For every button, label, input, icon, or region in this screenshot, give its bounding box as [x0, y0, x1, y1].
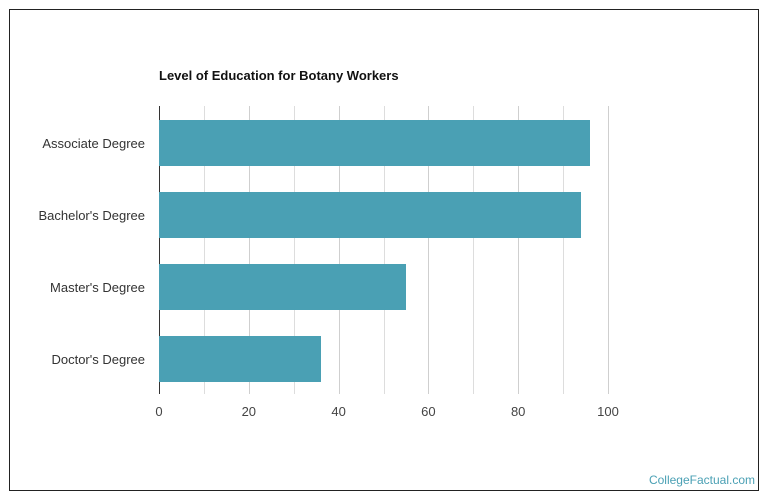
category-label: Doctor's Degree — [51, 352, 145, 367]
bar[interactable] — [159, 336, 321, 382]
credit-link[interactable]: CollegeFactual.com — [648, 473, 755, 487]
category-label: Associate Degree — [42, 136, 145, 151]
category-label: Master's Degree — [50, 280, 145, 295]
gridline — [473, 106, 475, 394]
y-axis-line — [159, 106, 160, 394]
gridline — [203, 106, 205, 394]
bar[interactable] — [159, 264, 406, 310]
chart-title: Level of Education for Botany Workers — [159, 68, 399, 83]
gridline — [293, 106, 295, 394]
plot-area — [159, 106, 609, 394]
x-tick-label: 0 — [155, 404, 163, 419]
gridline — [608, 106, 609, 394]
gridline — [518, 106, 520, 394]
x-tick-label: 20 — [241, 404, 257, 419]
x-tick-label: 40 — [331, 404, 346, 419]
bar[interactable] — [159, 120, 591, 166]
x-tick-label: 60 — [421, 404, 436, 419]
x-tick-label: 80 — [510, 404, 526, 419]
gridline — [338, 106, 340, 394]
category-label: Bachelor's Degree — [38, 208, 145, 223]
gridline — [383, 106, 385, 394]
bar[interactable] — [159, 192, 582, 238]
gridline — [248, 106, 250, 394]
gridline — [563, 106, 565, 394]
x-tick-label: 100 — [597, 404, 619, 419]
gridline — [428, 106, 430, 394]
